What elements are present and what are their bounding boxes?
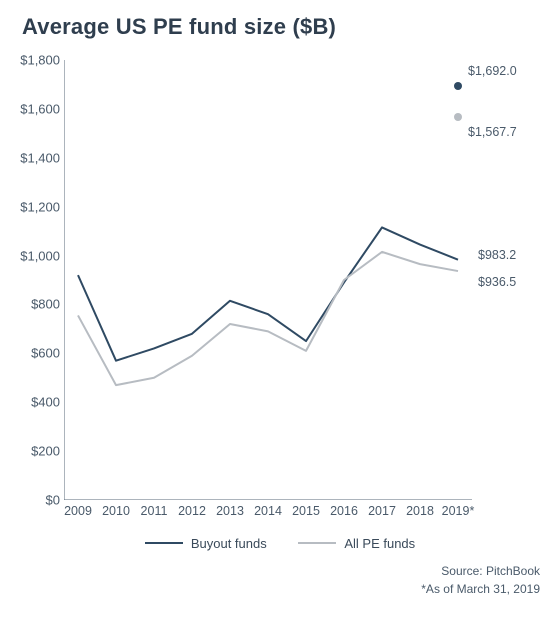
- series-end-label: $936.5: [478, 275, 516, 289]
- x-tick-label: 2009: [64, 504, 92, 518]
- y-tick-label: $1,200: [6, 199, 60, 214]
- x-tick-label: 2019*: [442, 504, 475, 518]
- x-tick-label: 2011: [141, 504, 168, 518]
- callout-label: $1,567.7: [468, 125, 517, 139]
- x-tick-label: 2013: [216, 504, 244, 518]
- callout-label: $1,692.0: [468, 64, 517, 78]
- x-tick-label: 2014: [254, 504, 282, 518]
- legend-swatch: [298, 542, 336, 544]
- y-tick-label: $0: [6, 493, 60, 508]
- legend-item-allpe: All PE funds: [298, 536, 415, 551]
- x-tick-label: 2015: [292, 504, 320, 518]
- y-tick-label: $600: [6, 346, 60, 361]
- x-tick-label: 2012: [178, 504, 206, 518]
- x-tick-label: 2016: [330, 504, 358, 518]
- footnote-text: *As of March 31, 2019: [421, 582, 540, 596]
- chart-container: Average US PE fund size ($B) $0 $200 $400 $…: [0, 0, 560, 619]
- legend-swatch: [145, 542, 183, 544]
- x-tick-label: 2017: [368, 504, 396, 518]
- legend: Buyout funds All PE funds: [0, 532, 560, 551]
- y-tick-label: $1,600: [6, 101, 60, 116]
- y-tick-label: $800: [6, 297, 60, 312]
- callout-dot: [454, 113, 462, 121]
- series-end-label: $983.2: [478, 248, 516, 262]
- legend-label: All PE funds: [344, 536, 415, 551]
- y-tick-label: $200: [6, 444, 60, 459]
- source-text: Source: PitchBook: [441, 564, 540, 578]
- chart-title: Average US PE fund size ($B): [22, 14, 336, 40]
- y-tick-label: $1,400: [6, 150, 60, 165]
- y-tick-label: $400: [6, 395, 60, 410]
- legend-label: Buyout funds: [191, 536, 267, 551]
- series-line: [78, 227, 458, 360]
- y-tick-label: $1,000: [6, 248, 60, 263]
- series-line: [78, 252, 458, 385]
- y-tick-label: $1,800: [6, 53, 60, 68]
- legend-item-buyout: Buyout funds: [145, 536, 267, 551]
- x-tick-label: 2010: [102, 504, 130, 518]
- chart-plot: [64, 60, 472, 500]
- x-tick-label: 2018: [406, 504, 434, 518]
- callout-dot: [454, 82, 462, 90]
